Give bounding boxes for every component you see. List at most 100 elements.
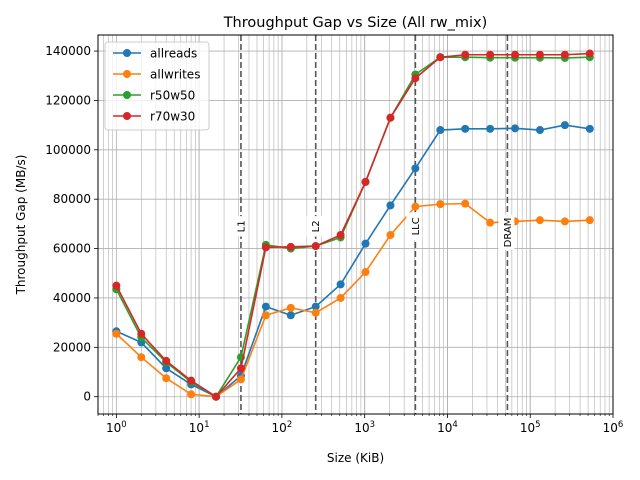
series-group — [112, 49, 594, 401]
annotation-box — [498, 215, 515, 250]
y-tick-label: 20000 — [53, 340, 91, 354]
data-point — [411, 74, 420, 83]
data-point — [336, 230, 345, 239]
data-point — [261, 311, 270, 320]
y-axis-ticks: 0 20000 40000 60000 80000 100000 120000 140000 — [45, 44, 98, 404]
legend-item-r70w30: r70w30 — [113, 110, 195, 124]
data-point — [137, 353, 146, 362]
legend-label: r50w50 — [150, 89, 195, 103]
y-tick-label: 140000 — [45, 44, 91, 58]
x-tick-label: 100 — [106, 420, 127, 435]
data-point — [436, 200, 445, 209]
data-point — [511, 50, 520, 59]
data-point — [261, 302, 270, 311]
data-point — [585, 216, 594, 225]
data-point — [137, 329, 146, 338]
y-axis-label: Throughput Gap (MB/s) — [14, 155, 28, 296]
legend-label: allreads — [150, 47, 197, 61]
data-point — [411, 164, 420, 173]
data-point — [311, 242, 320, 251]
x-tick-label: 101 — [189, 420, 210, 435]
data-point — [560, 121, 569, 130]
annotation-text: LLC — [411, 217, 422, 235]
chart-title: Throughput Gap vs Size (All rw_mix) — [223, 15, 488, 31]
data-point — [535, 126, 544, 135]
data-point — [361, 177, 370, 186]
data-point — [187, 390, 196, 399]
data-point — [386, 201, 395, 210]
data-point — [436, 126, 445, 135]
data-point — [212, 392, 221, 401]
data-point — [535, 50, 544, 59]
x-tick-label: 105 — [520, 420, 541, 435]
series-line — [115, 52, 590, 398]
data-point — [411, 202, 420, 211]
x-tick-label: 104 — [437, 420, 458, 435]
y-tick-label: 120000 — [45, 93, 91, 107]
x-tick-label: 102 — [272, 420, 293, 435]
data-point — [486, 124, 495, 133]
y-tick-label: 80000 — [53, 192, 91, 206]
y-tick-label: 40000 — [53, 291, 91, 305]
data-point — [162, 374, 171, 383]
data-point — [187, 376, 196, 385]
data-point — [361, 268, 370, 277]
annotation-label-l1: L1 — [231, 216, 248, 237]
legend-item-allreads: allreads — [113, 47, 197, 61]
x-tick-label: 103 — [354, 420, 375, 435]
annotation-text: DRAM — [503, 218, 514, 248]
data-point — [486, 50, 495, 59]
x-axis-ticks: 100 101 102 103 104 105 106 — [97, 414, 624, 435]
annotation-text: L2 — [311, 220, 322, 232]
legend-swatch-marker — [123, 112, 131, 120]
data-point — [336, 293, 345, 302]
data-point — [585, 49, 594, 58]
legend-label: allwrites — [150, 68, 200, 82]
data-point — [386, 230, 395, 239]
series-r70w30 — [112, 49, 594, 401]
annotation-box — [306, 216, 323, 237]
legend-box — [104, 41, 210, 131]
annotation-text: L1 — [236, 220, 247, 232]
annotation-label-llc: LLC — [406, 212, 423, 241]
annotation-label-dram: DRAM — [498, 215, 515, 250]
data-point — [461, 50, 470, 59]
x-axis-label: Size (KiB) — [327, 451, 384, 465]
data-point — [286, 303, 295, 312]
data-point — [461, 199, 470, 208]
legend-item-allwrites: allwrites — [113, 68, 200, 82]
y-tick-label: 60000 — [53, 242, 91, 256]
data-point — [286, 311, 295, 320]
data-point — [236, 375, 245, 384]
annotation-group: L1 L2 LLC DRAM — [231, 212, 515, 250]
plot-frame — [97, 34, 614, 415]
data-point — [560, 217, 569, 226]
data-point — [162, 356, 171, 365]
data-point — [112, 329, 121, 338]
data-point — [261, 243, 270, 252]
data-point — [112, 281, 121, 290]
annotation-label-l2: L2 — [306, 216, 323, 237]
annotation-box — [406, 212, 423, 241]
data-point — [461, 124, 470, 133]
y-tick-label: 100000 — [45, 143, 91, 157]
data-point — [535, 216, 544, 225]
y-tick-label: 0 — [83, 390, 91, 404]
x-tick-label: 106 — [603, 420, 624, 435]
annotation-box — [231, 216, 248, 237]
data-point — [311, 308, 320, 317]
data-point — [311, 302, 320, 311]
data-point — [336, 280, 345, 289]
data-point — [361, 239, 370, 248]
legend: allreads allwrites r50w50 r70w30 — [104, 41, 210, 131]
data-point — [436, 53, 445, 62]
legend-item-r50w50: r50w50 — [113, 89, 195, 103]
data-point — [511, 124, 520, 133]
data-point — [560, 50, 569, 59]
data-point — [386, 113, 395, 122]
data-point — [236, 364, 245, 373]
legend-swatch-marker — [123, 91, 131, 99]
legend-swatch-marker — [123, 70, 131, 78]
